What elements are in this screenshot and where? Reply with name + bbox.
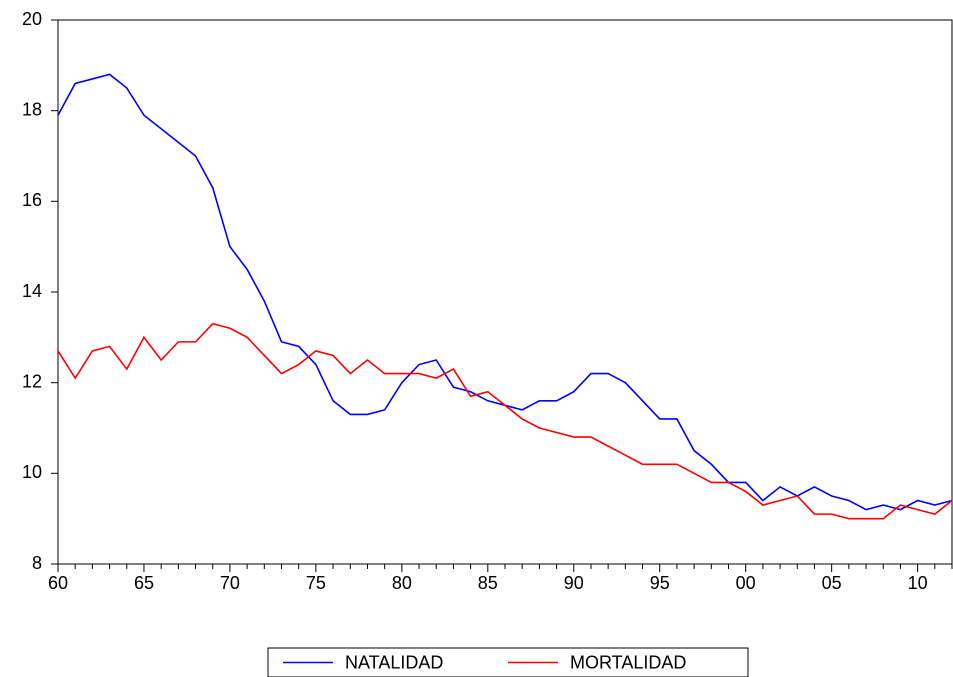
x-tick-label: 80 <box>392 573 412 593</box>
y-tick-label: 20 <box>22 9 42 29</box>
plot-frame <box>57 19 953 565</box>
y-tick-label: 16 <box>22 190 42 210</box>
y-tick-label: 14 <box>22 281 42 301</box>
x-tick-label: 60 <box>48 573 68 593</box>
series-line <box>57 73 953 511</box>
x-tick-label: 75 <box>306 573 326 593</box>
y-tick-label: 10 <box>22 462 42 482</box>
x-tick-label: 95 <box>650 573 670 593</box>
x-tick-label: 05 <box>822 573 842 593</box>
x-tick-label: 65 <box>134 573 154 593</box>
x-tick-label: 90 <box>564 573 584 593</box>
series-line <box>57 322 953 520</box>
legend-box <box>267 647 749 677</box>
x-tick-label: 10 <box>908 573 928 593</box>
x-tick-label: 00 <box>736 573 756 593</box>
x-tick-label: 85 <box>478 573 498 593</box>
x-tick-label: 70 <box>220 573 240 593</box>
y-tick-label: 8 <box>32 553 42 573</box>
y-tick-label: 18 <box>22 99 42 119</box>
y-tick-label: 12 <box>22 371 42 391</box>
legend-label: MORTALIDAD <box>570 652 686 672</box>
legend-label: NATALIDAD <box>345 652 443 672</box>
